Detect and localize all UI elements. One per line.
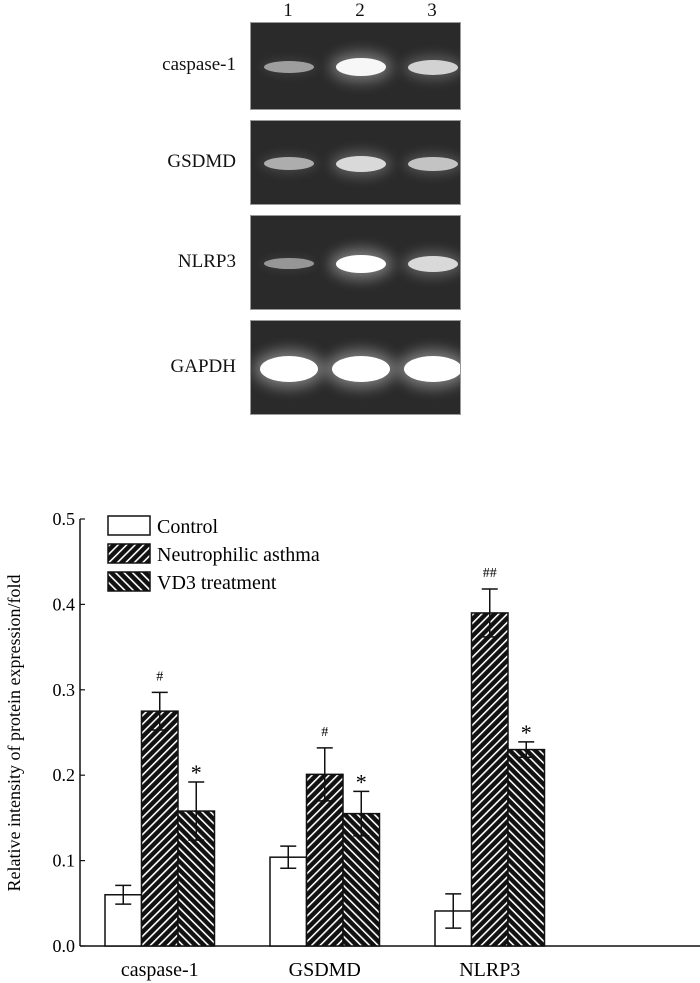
legend-swatch [107, 543, 151, 564]
gel-band [336, 58, 386, 76]
gel-band [264, 61, 314, 73]
bar-1-0 [140, 710, 179, 947]
bar-2-2 [507, 748, 546, 947]
bar-1-1 [305, 773, 344, 947]
gel-band [408, 59, 458, 75]
bar-0-2 [434, 910, 473, 947]
significance-mark: * [191, 760, 202, 785]
legend-label: Neutrophilic asthma [157, 544, 320, 566]
y-axis-label: Relative intensity of protein expression… [4, 575, 24, 892]
y-tick-label: 0.3 [53, 680, 76, 700]
bar-0-1 [269, 856, 308, 947]
gel-band [408, 255, 458, 272]
significance-mark: # [321, 725, 328, 740]
gel-panel [250, 120, 461, 205]
gel-row-label: caspase-1 [162, 54, 236, 75]
lane-number: 2 [355, 0, 365, 21]
significance-mark: # [156, 669, 163, 684]
significance-mark: ## [483, 566, 497, 581]
significance-mark: * [521, 720, 532, 745]
lane-number: 1 [283, 0, 293, 21]
gel-row-label: GAPDH [170, 355, 236, 377]
gel-row-label: NLRP3 [177, 250, 236, 272]
x-tick-label: NLRP3 [459, 959, 520, 981]
y-tick-label: 0.1 [53, 851, 76, 871]
gel-panel [250, 320, 461, 415]
gel-band [336, 254, 386, 273]
x-tick-label: caspase-1 [121, 959, 199, 981]
legend-label: VD3 treatment [157, 572, 277, 594]
gel-band [332, 355, 390, 382]
gel-band [260, 355, 318, 382]
lane-number: 3 [427, 0, 437, 21]
significance-mark: * [356, 769, 367, 794]
gel-band [404, 355, 460, 382]
gel-band [336, 155, 386, 172]
bar-1-2 [470, 612, 509, 947]
gel-band [264, 258, 314, 269]
legend-swatch [107, 515, 151, 536]
gel-panel [250, 22, 461, 110]
bar-2-0 [177, 810, 216, 947]
gel-band [408, 156, 458, 171]
legend-swatch [107, 571, 151, 592]
legend-label: Control [157, 516, 219, 538]
gel-row-label: GSDMD [167, 150, 236, 172]
x-tick-label: GSDMD [289, 959, 361, 981]
y-tick-label: 0.4 [53, 594, 76, 614]
y-tick-label: 0.5 [53, 509, 76, 529]
y-tick-label: 0.0 [53, 936, 76, 956]
gel-band [264, 157, 314, 170]
y-tick-label: 0.2 [53, 765, 76, 785]
gel-panel [250, 215, 461, 310]
bar-2-1 [342, 812, 381, 947]
bar-0-0 [104, 894, 143, 947]
